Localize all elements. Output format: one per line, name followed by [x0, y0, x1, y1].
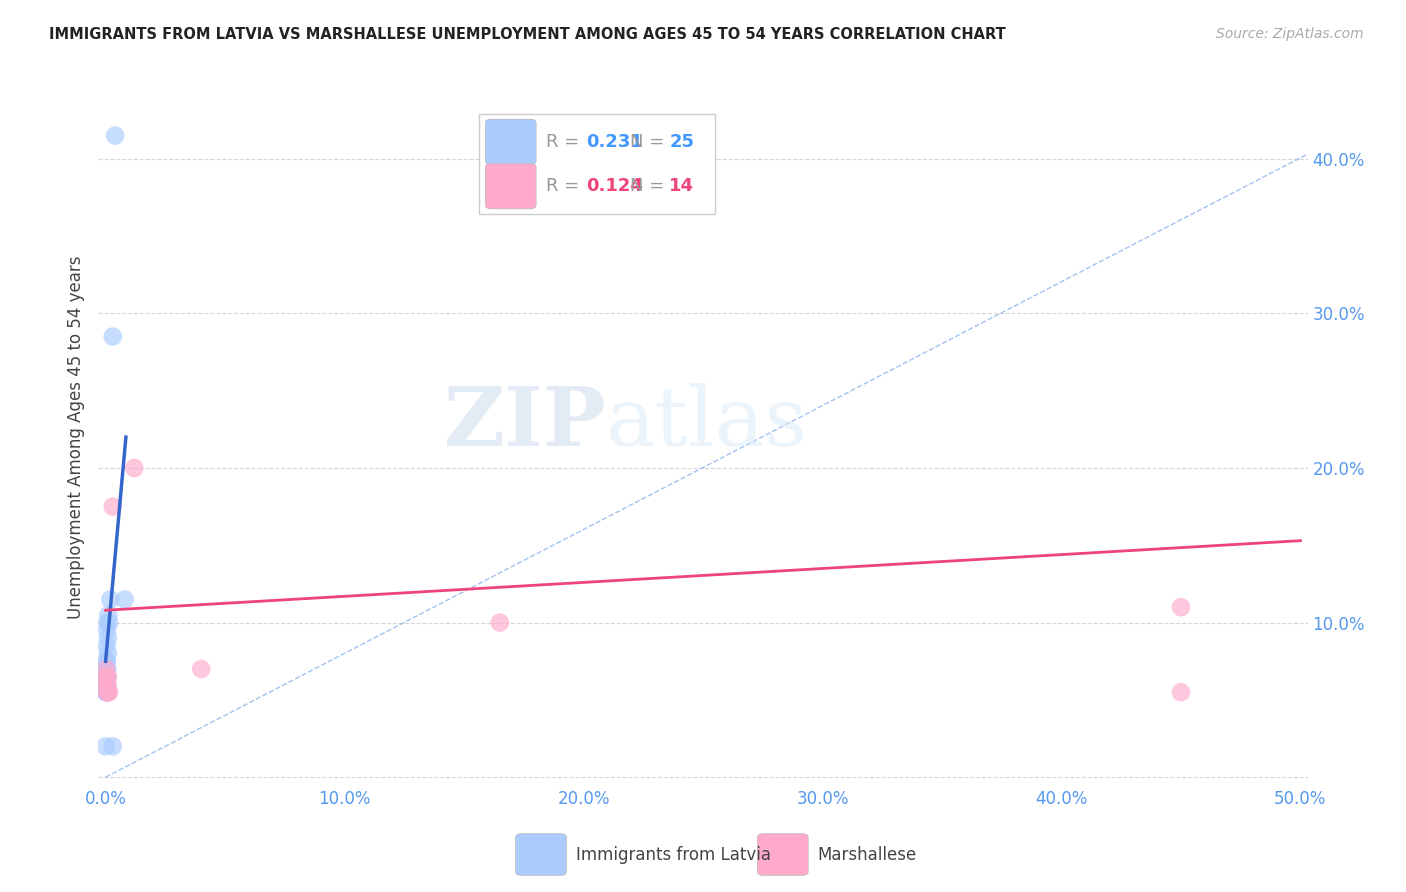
Text: R =: R = — [546, 133, 585, 151]
Point — [96, 677, 118, 691]
Point — [96, 677, 118, 691]
Text: ZIP: ZIP — [444, 384, 606, 463]
Text: Marshallese: Marshallese — [818, 846, 917, 863]
Point — [96, 662, 118, 676]
FancyBboxPatch shape — [758, 834, 808, 875]
Point — [122, 461, 145, 475]
Point — [94, 685, 117, 699]
Text: Immigrants from Latvia: Immigrants from Latvia — [576, 846, 770, 863]
Point — [96, 639, 118, 653]
Point — [96, 615, 118, 630]
Text: 14: 14 — [669, 178, 695, 195]
Point — [96, 662, 118, 676]
Text: N =: N = — [630, 133, 671, 151]
Point — [101, 329, 124, 343]
Point — [96, 670, 118, 684]
Point — [97, 647, 120, 661]
Text: Source: ZipAtlas.com: Source: ZipAtlas.com — [1216, 27, 1364, 41]
Point — [97, 631, 120, 645]
Text: atlas: atlas — [606, 384, 808, 463]
FancyBboxPatch shape — [485, 163, 536, 209]
Point — [96, 654, 118, 668]
Point — [97, 685, 120, 699]
Point — [96, 670, 118, 684]
Point — [190, 662, 212, 676]
Point — [96, 681, 118, 695]
Point — [97, 670, 120, 684]
Point — [98, 615, 121, 630]
Text: IMMIGRANTS FROM LATVIA VS MARSHALLESE UNEMPLOYMENT AMONG AGES 45 TO 54 YEARS COR: IMMIGRANTS FROM LATVIA VS MARSHALLESE UN… — [49, 27, 1005, 42]
Point — [97, 685, 120, 699]
FancyBboxPatch shape — [479, 113, 716, 214]
Text: 0.231: 0.231 — [586, 133, 643, 151]
Point — [114, 592, 136, 607]
Point — [98, 592, 121, 607]
FancyBboxPatch shape — [485, 120, 536, 164]
Point — [98, 685, 121, 699]
Point — [489, 615, 512, 630]
Point — [101, 739, 124, 754]
Text: 0.124: 0.124 — [586, 178, 643, 195]
Point — [96, 654, 118, 668]
Y-axis label: Unemployment Among Ages 45 to 54 years: Unemployment Among Ages 45 to 54 years — [66, 255, 84, 619]
Point — [1170, 600, 1192, 615]
Point — [101, 500, 124, 514]
Point — [94, 662, 117, 676]
Point — [97, 607, 120, 622]
Point — [94, 685, 117, 699]
Point — [1170, 685, 1192, 699]
Point — [94, 739, 117, 754]
Point — [94, 670, 117, 684]
Text: 25: 25 — [669, 133, 695, 151]
Point — [96, 624, 118, 638]
FancyBboxPatch shape — [516, 834, 567, 875]
Text: R =: R = — [546, 178, 585, 195]
Point — [104, 128, 127, 143]
Point — [96, 670, 118, 684]
Point — [96, 677, 118, 691]
Text: N =: N = — [630, 178, 671, 195]
Point — [96, 685, 118, 699]
